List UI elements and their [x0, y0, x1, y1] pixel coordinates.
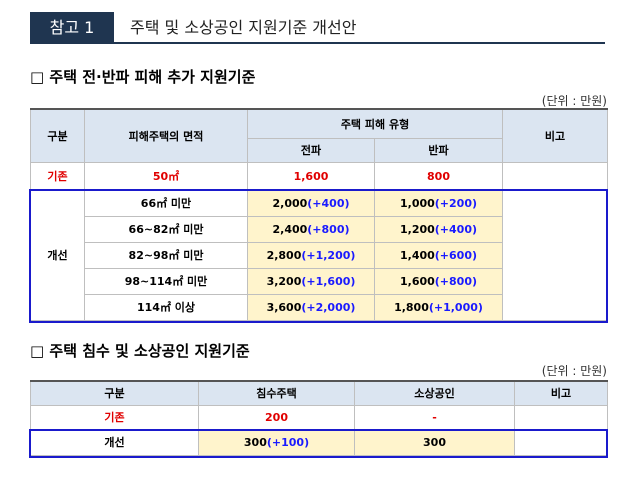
row-area: 98~114㎡ 미만 — [84, 267, 248, 295]
flood-smallbiz-table: 구분 침수주택 소상공인 비고 기존 200 - 개선 300(+100) 30… — [30, 380, 608, 456]
existing-row: 기존 50㎡ 1,600 800 — [30, 161, 609, 191]
row-half: 1,000(+200) — [373, 189, 504, 217]
improved-label: 개선 — [30, 428, 199, 456]
improved-row: 개선 300(+100) 300 — [30, 428, 608, 456]
header-half: 반파 — [373, 137, 504, 163]
row-full: 2,000(+400) — [247, 189, 375, 217]
row-area: 82~98㎡ 미만 — [84, 241, 248, 269]
improved-note — [514, 428, 608, 456]
row-half: 1,600(+800) — [373, 267, 504, 295]
existing-label: 기존 — [30, 161, 85, 191]
improved-small-biz: 300 — [354, 428, 515, 456]
existing-flood: 200 — [198, 404, 355, 430]
house-damage-table: 구분 피해주택의 면적 주택 피해 유형 비고 전파 반파 기존 50㎡ 1,6… — [30, 108, 609, 321]
table-row: 98~114㎡ 미만 3,200(+1,600) 1,600(+800) — [31, 267, 608, 295]
existing-full: 1,600 — [247, 161, 375, 191]
row-full: 2,400(+800) — [247, 215, 375, 243]
header-area: 피해주택의 면적 — [84, 108, 248, 163]
row-full: 2,800(+1,200) — [247, 241, 375, 269]
existing-row: 기존 200 - — [30, 404, 608, 430]
header-damage-type: 주택 피해 유형 — [246, 108, 504, 139]
row-half: 1,400(+600) — [373, 241, 504, 269]
header-category: 구분 — [30, 380, 199, 406]
row-area: 66㎡ 미만 — [84, 189, 248, 217]
section2-unit: (단위 : 만원) — [541, 364, 607, 378]
improved-note — [502, 189, 609, 321]
header-note: 비고 — [502, 108, 609, 163]
header-note: 비고 — [514, 380, 608, 406]
existing-note — [514, 404, 608, 430]
header-small-biz: 소상공인 — [354, 380, 515, 406]
header-underline — [114, 42, 605, 44]
reference-badge: 참고 1 — [30, 12, 114, 44]
row-half: 1,200(+400) — [373, 215, 504, 243]
section1-title: □ 주택 전·반파 피해 추가 지원기준 — [30, 68, 256, 86]
section2-title: □ 주택 침수 및 소상공인 지원기준 — [30, 342, 250, 360]
row-full: 3,600(+2,000) — [247, 293, 375, 321]
improved-flood: 300(+100) — [198, 428, 355, 456]
header-full: 전파 — [247, 137, 375, 163]
existing-label: 기존 — [30, 404, 199, 430]
existing-note — [502, 161, 609, 191]
table-row: 66~82㎡ 미만 2,400(+800) 1,200(+400) — [31, 215, 608, 243]
reference-header: 참고 1 주택 및 소상공인 지원기준 개선안 — [30, 12, 605, 44]
row-full: 3,200(+1,600) — [247, 267, 375, 295]
row-area: 66~82㎡ 미만 — [84, 215, 248, 243]
table-row: 82~98㎡ 미만 2,800(+1,200) 1,400(+600) — [31, 241, 608, 269]
section1-unit: (단위 : 만원) — [541, 94, 607, 108]
row-area: 114㎡ 이상 — [84, 293, 248, 321]
improved-label: 개선 — [30, 189, 85, 321]
existing-half: 800 — [373, 161, 504, 191]
header-category: 구분 — [30, 108, 85, 163]
header-flood: 침수주택 — [198, 380, 355, 406]
existing-area: 50㎡ — [84, 161, 248, 191]
table-row: 114㎡ 이상 3,600(+2,000) 1,800(+1,000) — [31, 293, 608, 321]
page-title: 주택 및 소상공인 지원기준 개선안 — [130, 18, 357, 37]
table-row: 개선 66㎡ 미만 2,000(+400) 1,000(+200) — [30, 189, 609, 321]
row-half: 1,800(+1,000) — [373, 293, 504, 321]
existing-small-biz: - — [354, 404, 515, 430]
